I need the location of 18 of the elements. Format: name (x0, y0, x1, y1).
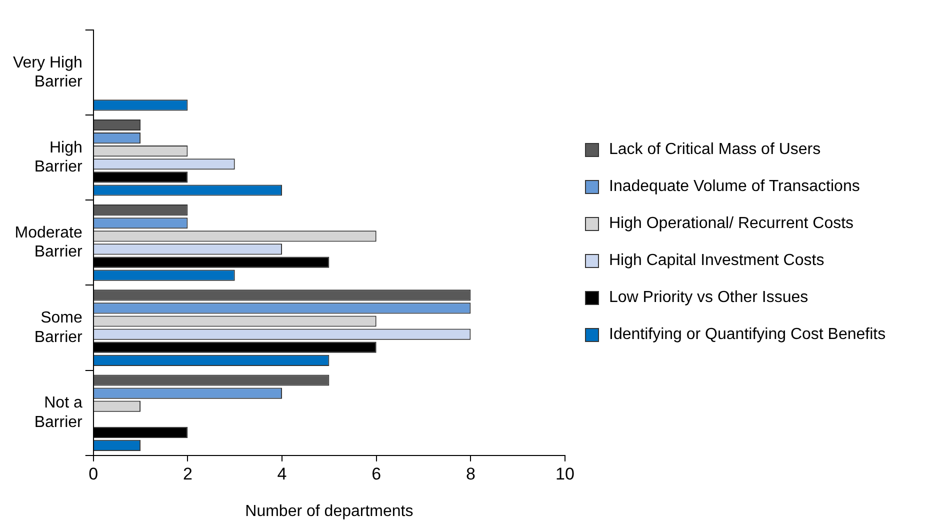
legend-label: Inadequate Volume of Transactions (609, 177, 861, 196)
x-tick-label: 8 (466, 464, 476, 484)
legend-label: Low Priority vs Other Issues (609, 288, 810, 307)
y-tick-label: Moderate Barrier (14, 224, 84, 261)
legend-label: Lack of Critical Mass of Users (609, 140, 822, 159)
y-tick-label: Very High Barrier (12, 54, 84, 91)
legend-label: Identifying or Quantifying Cost Benefits (609, 325, 887, 344)
y-tick-label: Not a Barrier (34, 394, 84, 431)
x-tick-label: 2 (182, 464, 192, 484)
y-tick-label: Some Barrier (34, 310, 84, 346)
x-tick-label: 4 (277, 464, 287, 484)
legend-label: High Operational/ Recurrent Costs (609, 214, 855, 233)
y-tick-label: High Barrier (34, 139, 84, 176)
x-axis-title: Number of departments (245, 502, 414, 520)
x-tick-label: 10 (556, 464, 574, 484)
x-tick-label: 6 (372, 464, 382, 484)
x-tick-label: 0 (88, 464, 98, 484)
legend-label: High Capital Investment Costs (609, 251, 826, 270)
